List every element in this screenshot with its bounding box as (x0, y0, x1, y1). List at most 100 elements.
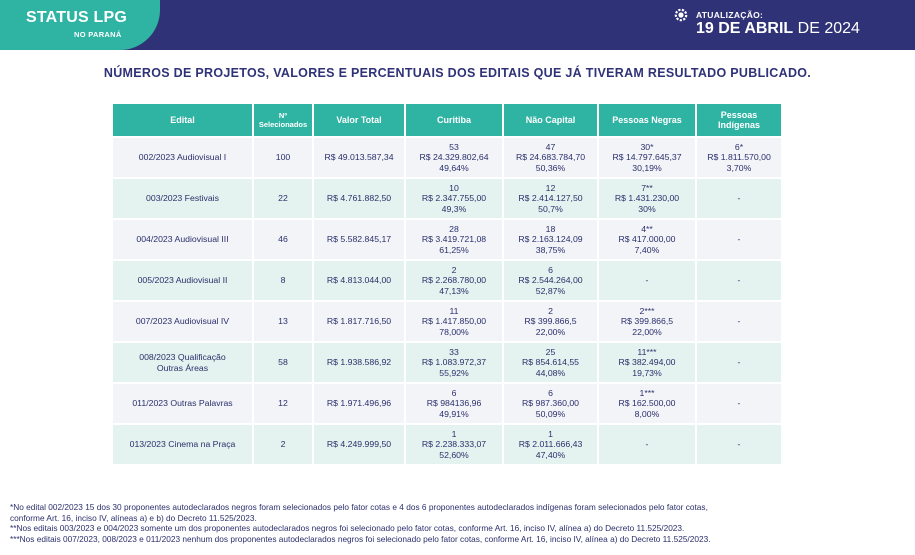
cell-pessoas-indigenas: - (697, 220, 781, 259)
indigenas-line: - (737, 193, 741, 204)
cell-pessoas-indigenas: - (697, 179, 781, 218)
nao_capital-line: R$ 987.360,00 (522, 398, 579, 409)
table-row: 003/2023 Festivais 22 R$ 4.761.882,50 10 R$ … (113, 179, 781, 218)
cell-edital: 005/2023 Audiovisual II (113, 261, 252, 300)
curitiba-line: 1 (451, 428, 457, 439)
edital-name: 004/2023 Audiovisual III (136, 234, 229, 245)
curitiba-line: 78,00% (439, 326, 469, 337)
nao_capital-line: 12 (545, 182, 556, 193)
cell-valor-total: R$ 4.813.044,00 (314, 261, 404, 300)
curitiba-line: 33 (449, 346, 459, 357)
update-date: 19 DE ABRIL DE 2024 (696, 20, 860, 38)
curitiba-line: R$ 1.083.972,37 (421, 357, 487, 368)
nao_capital-line: 50,09% (535, 408, 566, 419)
negras-line: 30% (638, 203, 656, 214)
brand-title: STATUS LPG (26, 9, 127, 26)
nao_capital-line: R$ 2.414.127,50 (518, 193, 583, 204)
curitiba-line: R$ 3.419.721,08 (421, 234, 487, 245)
negras-line: R$ 1.431.230,00 (614, 193, 680, 204)
cell-pessoas-negras: 30* R$ 14.797.645,37 30,19% (599, 138, 695, 177)
curitiba-line: R$ 984136,96 (426, 398, 482, 409)
curitiba-line: 49,3% (441, 203, 467, 214)
header-n-label: Selecionados (258, 120, 308, 129)
curitiba-line: 28 (449, 223, 459, 234)
update-label: ATUALIZAÇÃO: (696, 10, 764, 20)
cell-pessoas-indigenas: - (697, 302, 781, 341)
cell-pessoas-negras: - (599, 261, 695, 300)
cell-valor-total: R$ 4.249.999,50 (314, 425, 404, 464)
table-header-row: Edital Nº Selecionados Valor Total Curit… (113, 104, 781, 136)
curitiba-line: 49,64% (439, 162, 469, 173)
cell-curitiba: 28 R$ 3.419.721,08 61,25% (406, 220, 502, 259)
cell-curitiba: 1 R$ 2.238.333,07 52,60% (406, 425, 502, 464)
cell-pessoas-negras: 7** R$ 1.431.230,00 30% (599, 179, 695, 218)
negras-line: 7,40% (634, 244, 660, 255)
negras-line: R$ 399.866,5 (620, 316, 674, 327)
nao_capital-line: 22,00% (535, 326, 566, 337)
nao_capital-line: R$ 399.866,5 (524, 316, 577, 327)
cell-curitiba: 6 R$ 984136,96 49,91% (406, 384, 502, 423)
negras-line: 4** (641, 223, 653, 234)
edital-name: 011/2023 Outras Palavras (132, 398, 233, 409)
header-n: Nº (278, 111, 288, 120)
indigenas-line: - (737, 316, 741, 327)
curitiba-line: 52,60% (439, 449, 469, 460)
cell-valor-total: R$ 5.582.845,17 (314, 220, 404, 259)
cell-pessoas-negras: 2*** R$ 399.866,5 22,00% (599, 302, 695, 341)
nao_capital-line: R$ 854.614,55 (522, 357, 579, 368)
edital-name: 003/2023 Festivais (146, 193, 219, 204)
nao_capital-line: R$ 2.544.264,00 (518, 275, 583, 286)
nao_capital-line: 52,87% (535, 285, 566, 296)
nao_capital-line: 6 (548, 387, 553, 398)
cell-curitiba: 33 R$ 1.083.972,37 55,92% (406, 343, 502, 382)
header-curitiba: Curitiba (406, 104, 502, 136)
cell-edital: 003/2023 Festivais (113, 179, 252, 218)
cell-nao-capital: 6 R$ 2.544.264,00 52,87% (504, 261, 597, 300)
footnote-line: **Nos editais 003/2023 e 004/2023 soment… (10, 523, 685, 533)
edital-name-cont: Outras Áreas (156, 362, 209, 373)
nao_capital-line: 44,08% (535, 367, 566, 378)
curitiba-line: 6 (451, 387, 457, 398)
header-pessoas-indigenas: Pessoas Indígenas (697, 104, 781, 136)
negras-line: 7** (641, 182, 653, 193)
cell-selecionados: 22 (254, 179, 312, 218)
cell-nao-capital: 25 R$ 854.614,55 44,08% (504, 343, 597, 382)
cell-pessoas-indigenas: 6* R$ 1.811.570,00 3,70% (697, 138, 781, 177)
cell-selecionados: 58 (254, 343, 312, 382)
nao_capital-line: 47,40% (535, 449, 566, 460)
cell-valor-total: R$ 49.013.587,34 (314, 138, 404, 177)
cell-nao-capital: 12 R$ 2.414.127,50 50,7% (504, 179, 597, 218)
nao_capital-line: 18 (545, 223, 556, 234)
cell-nao-capital: 47 R$ 24.683.784,70 50,36% (504, 138, 597, 177)
negras-line: R$ 382.494,00 (618, 357, 676, 368)
cell-curitiba: 11 R$ 1.417.850,00 78,00% (406, 302, 502, 341)
table-row: 002/2023 Audiovisual I 100 R$ 49.013.587,3… (113, 138, 781, 177)
edital-name: 007/2023 Audiovisual IV (135, 316, 230, 327)
edital-name: 008/2023 Qualificação (139, 352, 226, 362)
header-nao-capital: Não Capital (504, 104, 597, 136)
edital-name: 013/2023 Cinema na Praça (129, 439, 236, 450)
cell-pessoas-indigenas: - (697, 425, 781, 464)
cell-selecionados: 13 (254, 302, 312, 341)
table-row: 005/2023 Audiovisual II 8 R$ 4.813.044,00 2… (113, 261, 781, 300)
nao_capital-line: 50,36% (535, 162, 566, 173)
cell-selecionados: 12 (254, 384, 312, 423)
negras-line: R$ 417.000,00 (618, 234, 676, 245)
curitiba-line: 55,92% (439, 367, 469, 378)
negras-line: 8,00% (634, 408, 660, 419)
edital-name: 002/2023 Audiovisual I (138, 152, 227, 163)
negras-line: 19,73% (632, 367, 662, 378)
cell-nao-capital: 2 R$ 399.866,5 22,00% (504, 302, 597, 341)
indigenas-line: 3,70% (726, 162, 752, 173)
header-indigenas-line2: Indígenas (717, 120, 760, 130)
editais-table: Edital Nº Selecionados Valor Total Curit… (111, 102, 783, 466)
curitiba-line: 53 (449, 141, 459, 152)
page-title: NÚMEROS DE PROJETOS, VALORES E PERCENTUA… (103, 66, 812, 80)
nao_capital-line: 50,7% (538, 203, 563, 214)
cell-nao-capital: 1 R$ 2.011.666,43 47,40% (504, 425, 597, 464)
negras-line: 2*** (639, 305, 655, 316)
curitiba-line: R$ 1.417.850,00 (421, 316, 487, 327)
cell-selecionados: 46 (254, 220, 312, 259)
table-row: 013/2023 Cinema na Praça 2 R$ 4.249.999,50… (113, 425, 781, 464)
curitiba-line: R$ 2.238.333,07 (421, 439, 487, 450)
